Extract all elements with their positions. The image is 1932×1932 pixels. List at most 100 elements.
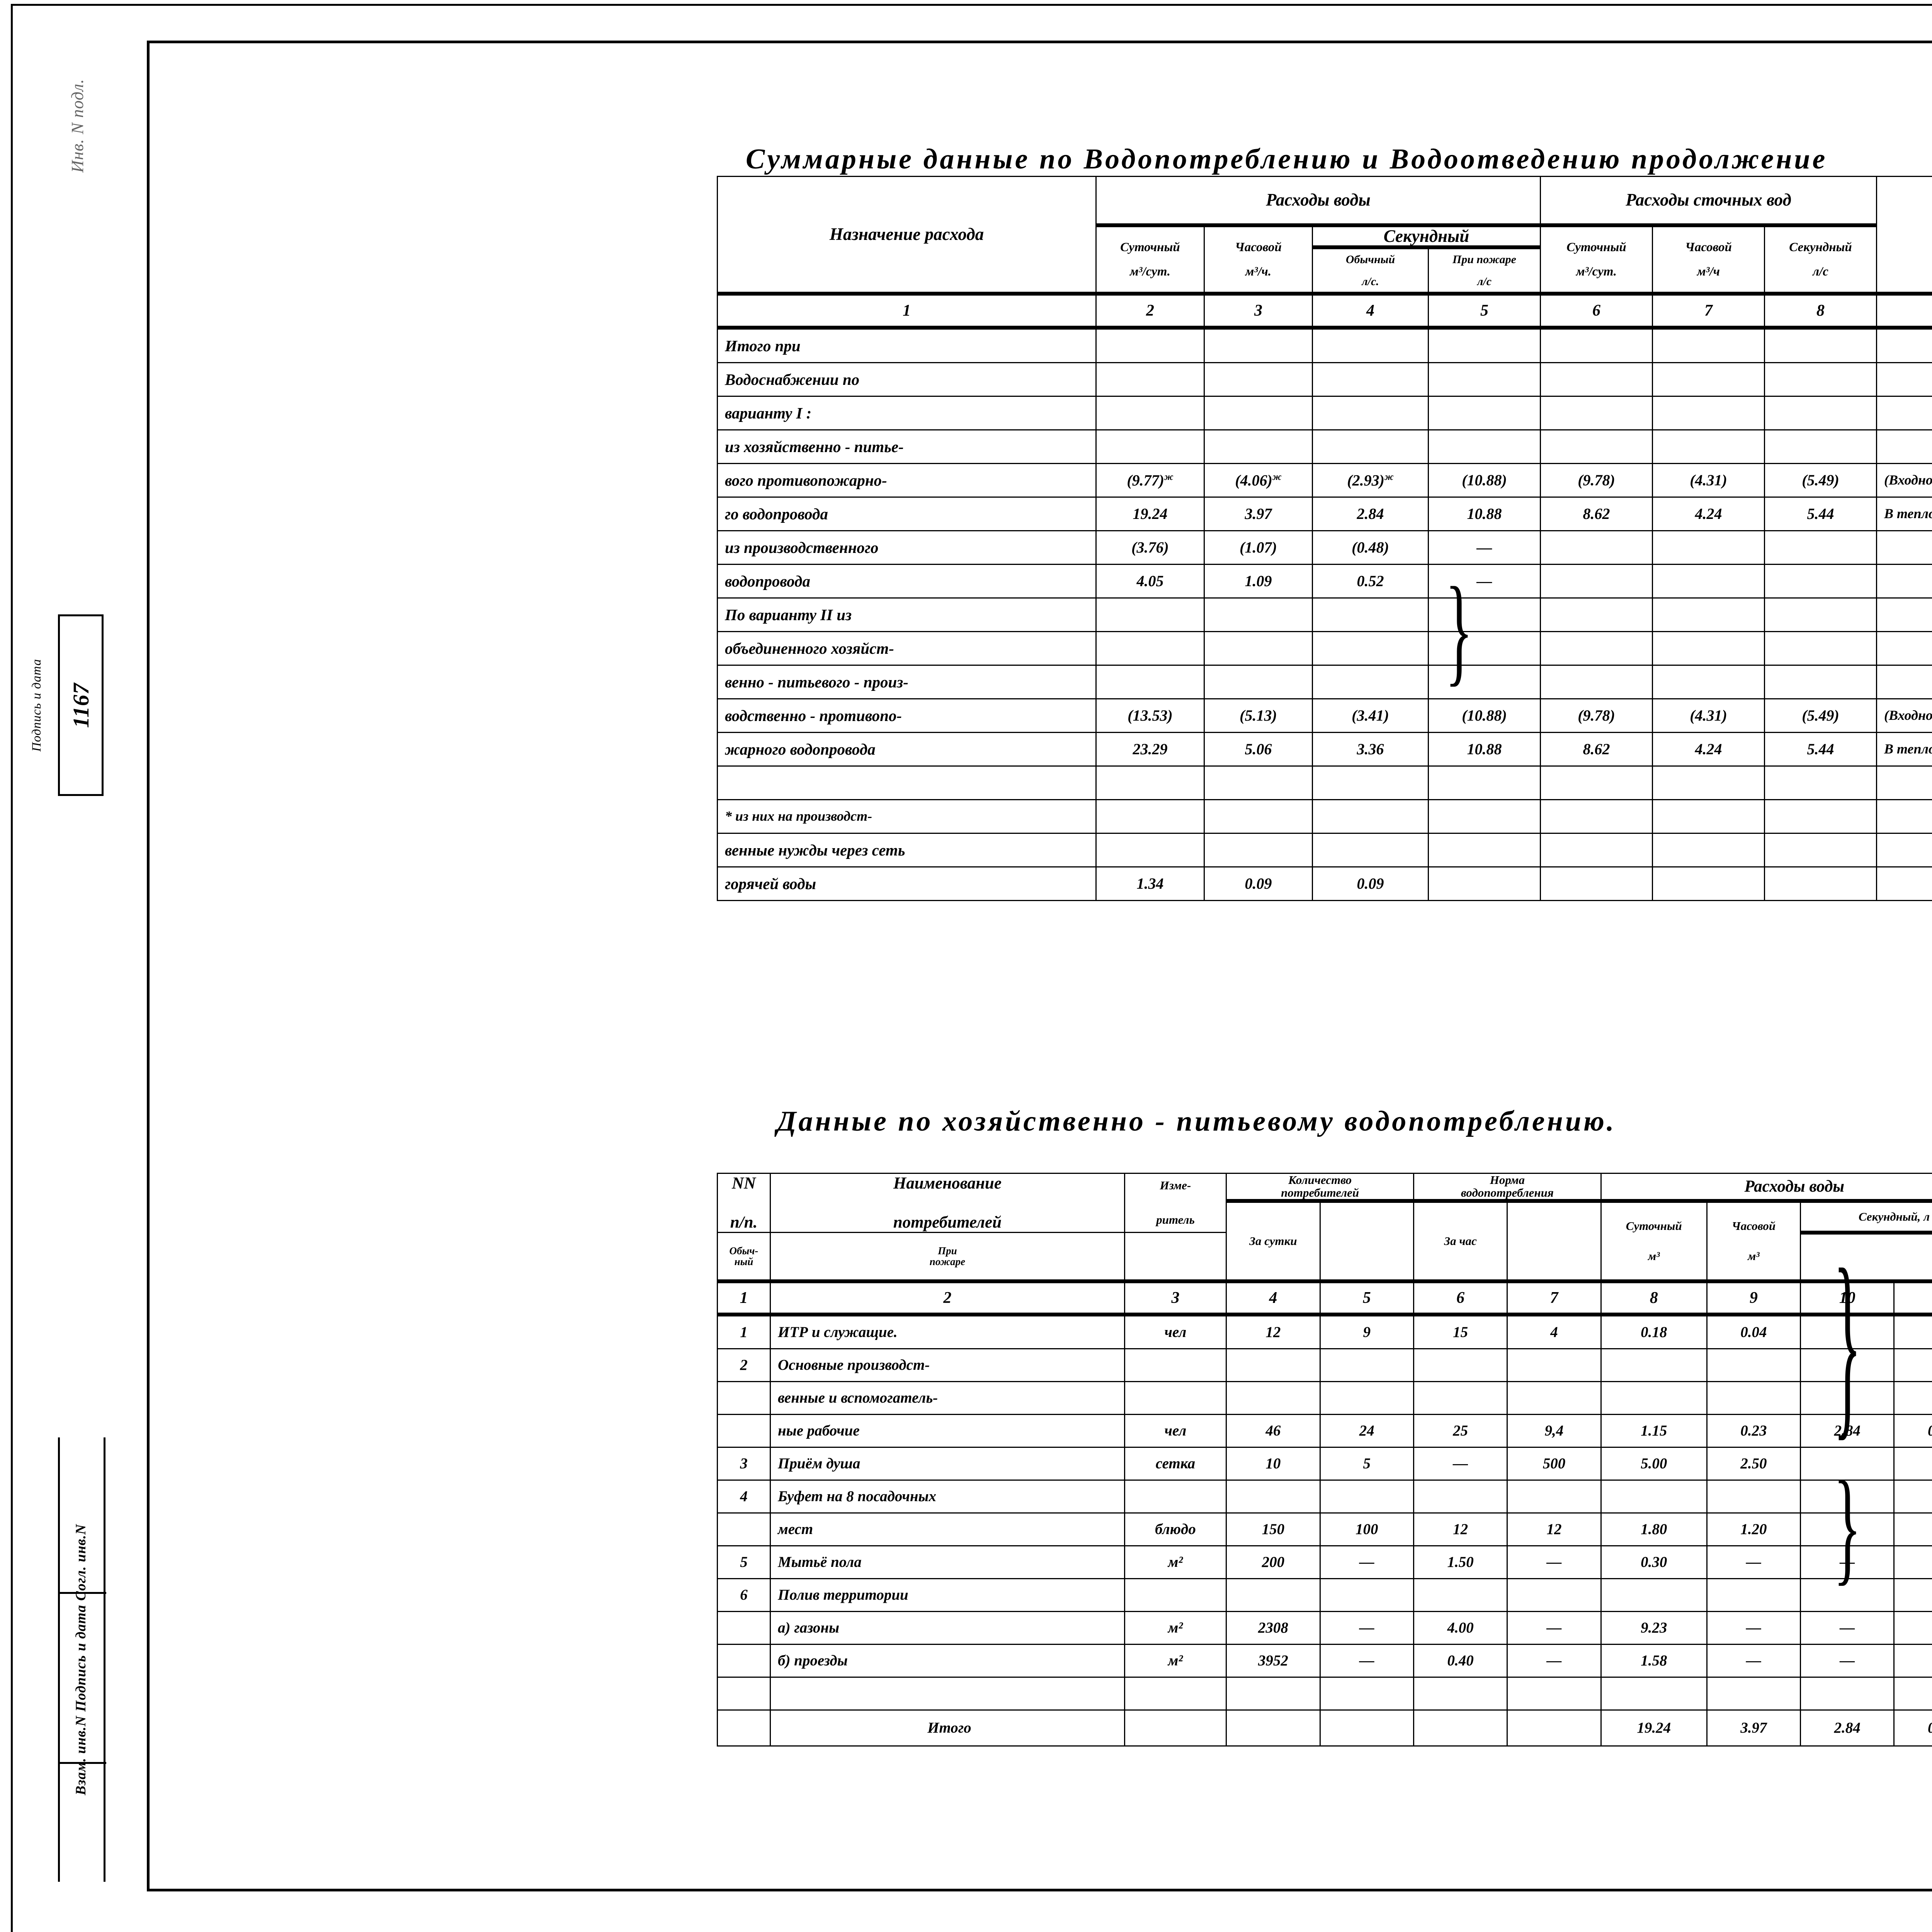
table1-cell-value: [1312, 362, 1429, 397]
table2-cell-value: м²: [1124, 1644, 1227, 1678]
table2-cell-value: [1226, 1677, 1321, 1711]
table2-cell-value: 15: [1413, 1314, 1508, 1349]
table2-total-value: 3.97: [1706, 1709, 1801, 1747]
table1-cell-value: [1652, 597, 1765, 633]
table2-header-group-flow: Расходы воды: [1600, 1173, 1932, 1203]
table2-cell-name: Основные производст-: [769, 1348, 1125, 1382]
table1-colnum: 9: [1876, 292, 1932, 330]
table1-cell-value: [1540, 631, 1653, 666]
table1-cell-value: (3.41): [1312, 698, 1429, 733]
table1-cell-value: [1764, 866, 1878, 901]
table1-row: водственно - противопо- (13.53) (5.13) (3.4…: [717, 698, 1932, 733]
table1-cell-value: [1312, 765, 1429, 801]
table1-cell-value: (1.07): [1204, 530, 1313, 565]
table2-cell-value: [1800, 1381, 1895, 1415]
table2-total-value: 2.84: [1800, 1709, 1895, 1747]
table1-cell-value: [1427, 665, 1541, 700]
table2-total-value: [1124, 1709, 1227, 1747]
table2-cell-value: [1800, 1480, 1895, 1514]
table2-row: [717, 1677, 1932, 1711]
table1-row: вого противопожарно- (9.77)ж (4.06)ж (2.93)…: [717, 463, 1932, 498]
margin-bottom-stamp: Взам. инв.N Подпись и дата Согл. инв.N: [58, 1437, 104, 1882]
table2-colnum: 2: [769, 1279, 1125, 1316]
table1-row-label: * из них на производст-: [717, 799, 1097, 834]
table1-colnum: 4: [1312, 292, 1429, 330]
table1-cell-value: 4.24: [1652, 732, 1765, 767]
table2-total-value: 19.24: [1600, 1709, 1708, 1747]
table1-colnum: 2: [1095, 292, 1205, 330]
table1-cell-value: (3.76): [1095, 530, 1205, 565]
table2-brace-glyph-upper: }: [1833, 1227, 1861, 1458]
table2-cell-value: чел: [1124, 1314, 1227, 1349]
table2-cell-value: —: [1893, 1611, 1932, 1645]
table2-header-flow-hourly: Часовой м³: [1706, 1200, 1801, 1282]
table1-cell-value: [1652, 429, 1765, 464]
table2-cell-value: —: [1800, 1644, 1895, 1678]
table2-cell-value: —: [1706, 1611, 1801, 1645]
table1-cell-value: (0.48): [1312, 530, 1429, 565]
table1-cell-note: В теплое время года.: [1876, 732, 1932, 767]
table1-cell-note: [1876, 631, 1932, 666]
table2-cell-value: 0.04: [1706, 1314, 1801, 1349]
table1-cell-value: [1540, 362, 1653, 397]
table1-cell-value: [1540, 396, 1653, 431]
table1-row-label: венно - питьевого - произ-: [717, 665, 1097, 700]
table1-cell-value: [1312, 665, 1429, 700]
table2-cell-value: 1.15: [1600, 1414, 1708, 1448]
table1-cell-value: [1540, 765, 1653, 801]
table1-cell-value: [1204, 362, 1313, 397]
table1-row: жарного водопровода 23.29 5.06 3.36 10.88 8.6…: [717, 732, 1932, 767]
table2-total-row: Итого 19.243.972.840.88: [717, 1709, 1932, 1747]
table1-cell-value: [1540, 665, 1653, 700]
table2-cell-value: [1893, 1578, 1932, 1612]
table1-summary-water: Назначение расхода Расходы воды Расходы …: [717, 176, 1932, 901]
table2-cell-value: 25: [1413, 1414, 1508, 1448]
table2-cell-value: [1124, 1348, 1227, 1382]
table2-cell-value: [1600, 1677, 1708, 1711]
table1-cell-value: (5.13): [1204, 698, 1313, 733]
table2-cell-value: —: [1319, 1611, 1414, 1645]
table1-cell-value: 1.09: [1204, 564, 1313, 599]
margin-signature-label: Подпись и дата: [29, 658, 44, 752]
table2-cell-value: 5: [1319, 1447, 1414, 1481]
table2-cell-name: а) газоны: [769, 1611, 1125, 1645]
table2-cell-value: —: [1800, 1611, 1895, 1645]
table2-colnum: 11: [1893, 1279, 1932, 1316]
table2-cell-value: 2.84: [1800, 1414, 1895, 1448]
table2-cell-value: 4: [1507, 1314, 1602, 1349]
table2-cell-value: 1: [717, 1314, 771, 1349]
table2-cell-value: [717, 1677, 771, 1711]
table2-cell-name: мест: [769, 1512, 1125, 1546]
table1-cell-value: [1427, 597, 1541, 633]
table1-cell-value: [1427, 765, 1541, 801]
table1-cell-value: [1540, 564, 1653, 599]
table2-cell-value: 200: [1226, 1545, 1321, 1579]
table2-brace-glyph-lower: }: [1833, 1456, 1861, 1597]
table1-header-group-sewage: Расходы сточных вод: [1540, 176, 1878, 227]
table2-cell-value: [1507, 1677, 1602, 1711]
table1-cell-value: [1312, 597, 1429, 633]
table2-cell-value: [1124, 1578, 1227, 1612]
table1-row-label: жарного водопровода: [717, 732, 1097, 767]
table2-cell-value: [1893, 1447, 1932, 1481]
table2-cell-value: [1600, 1578, 1708, 1612]
table1-cell-value: [1204, 833, 1313, 868]
table2-cell-value: 5: [717, 1545, 771, 1579]
table1-cell-value: [1652, 631, 1765, 666]
table1-cell-value: [1095, 631, 1205, 666]
table2-total-value: [1319, 1709, 1414, 1747]
table1-cell-value: [1427, 396, 1541, 431]
table1-cell-value: [1764, 665, 1878, 700]
table1-cell-note: [1876, 396, 1932, 431]
table1-cell-value: 0.09: [1312, 866, 1429, 901]
table1-cell-value: [1095, 362, 1205, 397]
table2-cell-value: 150: [1226, 1512, 1321, 1546]
table1-cell-value: [1540, 327, 1653, 364]
table2-cell-name: Мытьё пола: [769, 1545, 1125, 1579]
table1-cell-value: (9.77)ж: [1095, 463, 1205, 498]
table1-row: варианту I :: [717, 396, 1932, 431]
table2-header-qty-per-day: За сутки: [1226, 1200, 1321, 1282]
table2-header-group-norm: Норма водопотребления: [1413, 1173, 1602, 1203]
table1-cell-value: (5.49): [1764, 463, 1878, 498]
